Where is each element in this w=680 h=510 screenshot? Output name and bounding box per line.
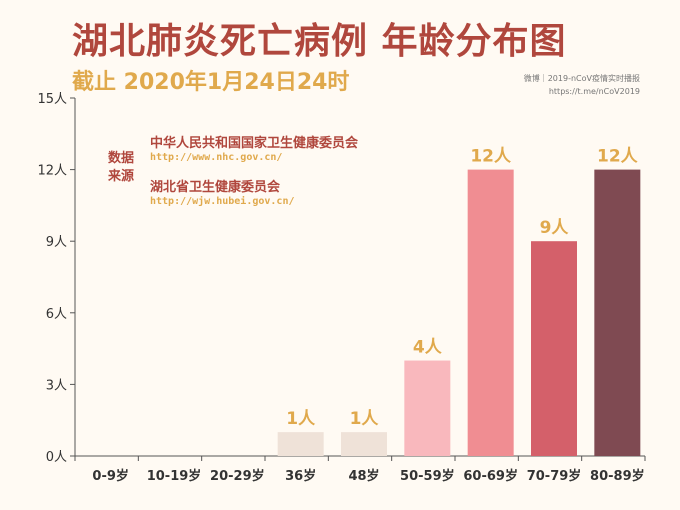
- bar: [594, 169, 641, 456]
- y-tick-label: 15人: [37, 92, 67, 107]
- source-name-nhc: 中华人民共和国国家卫生健康委员会: [150, 136, 359, 151]
- x-category-label: 20-29岁: [210, 468, 265, 484]
- data-source-label-line-1: 数据: [108, 151, 135, 166]
- chart-subtitle: 截止 2020年1月24日24时: [72, 70, 350, 95]
- bar: [404, 360, 451, 456]
- x-category-label: 0-9岁: [92, 468, 129, 484]
- x-category-label: 70-79岁: [527, 468, 582, 484]
- chart-title: 湖北肺炎死亡病例 年龄分布图: [72, 21, 567, 62]
- y-tick-label: 12人: [37, 164, 67, 179]
- data-source-label-line-2: 来源: [108, 169, 135, 184]
- bar: [277, 432, 324, 456]
- x-category-label: 10-19岁: [147, 468, 202, 484]
- source-url-nhc[interactable]: http://www.nhc.gov.cn/: [150, 152, 283, 163]
- credit-line-1: 微博｜2019-nCoV疫情实时播报: [523, 74, 640, 83]
- bar-value-label: 4人: [413, 338, 443, 358]
- bar-value-label: 12人: [597, 147, 639, 167]
- source-name-hubei: 湖北省卫生健康委员会: [150, 180, 281, 195]
- data-source-label: 数据 来源: [108, 150, 138, 186]
- x-category-label: 48岁: [348, 468, 379, 484]
- y-tick-label: 3人: [46, 378, 67, 393]
- x-category-label: 80-89岁: [590, 468, 645, 484]
- x-category-label: 60-69岁: [463, 468, 518, 484]
- y-tick-label: 0人: [46, 450, 67, 465]
- y-tick-label: 9人: [46, 235, 67, 250]
- source-url-hubei[interactable]: http://wjw.hubei.gov.cn/: [150, 196, 295, 207]
- bar-value-label: 1人: [350, 409, 380, 429]
- bar-value-label: 12人: [470, 147, 512, 167]
- credit: 微博｜2019-nCoV疫情实时播报 https://t.me/nCoV2019: [524, 72, 640, 98]
- x-category-label: 50-59岁: [400, 468, 455, 484]
- y-tick-label: 6人: [46, 307, 67, 322]
- x-category-label: 36岁: [285, 468, 316, 484]
- bar: [531, 241, 577, 456]
- bar: [467, 169, 514, 456]
- bar-value-label: 1人: [286, 409, 316, 429]
- bar-value-label: 9人: [540, 218, 570, 238]
- bar: [341, 432, 387, 456]
- credit-line-2: https://t.me/nCoV2019: [548, 87, 640, 96]
